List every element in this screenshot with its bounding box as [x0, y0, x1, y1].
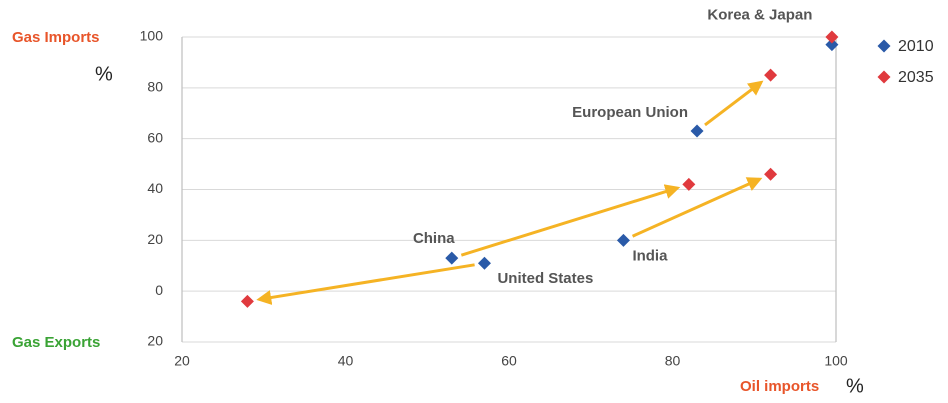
legend-marker	[877, 70, 891, 84]
y-label-bottom: Gas Exports	[12, 334, 100, 351]
x-tick-label: 80	[665, 353, 681, 369]
y-tick-label: 0	[155, 282, 163, 298]
legend-label: 2035	[898, 69, 934, 86]
y-unit: %	[95, 63, 113, 85]
point-label: United States	[497, 270, 593, 287]
y-tick-label: 80	[147, 79, 163, 95]
legend-label: 2010	[898, 38, 934, 55]
y-tick-label: 100	[140, 28, 164, 44]
point	[690, 124, 704, 138]
arrow	[704, 80, 764, 127]
arrow	[460, 184, 681, 257]
x-tick-label: 20	[174, 353, 190, 369]
point-label: European Union	[572, 104, 688, 121]
point	[682, 177, 696, 191]
x-tick-label: 40	[338, 353, 354, 369]
legend-marker	[877, 39, 891, 53]
point-label: Korea & Japan	[707, 7, 812, 24]
x-tick-label: 60	[501, 353, 517, 369]
point	[825, 38, 839, 52]
x-unit: %	[846, 375, 864, 397]
point	[445, 251, 459, 265]
arrow	[256, 263, 475, 305]
point-label: China	[413, 230, 455, 247]
x-tick-label: 100	[824, 353, 848, 369]
point-label: India	[632, 247, 668, 264]
point	[477, 256, 491, 270]
point	[616, 233, 630, 247]
x-label: Oil imports	[740, 378, 819, 395]
point	[825, 30, 839, 44]
y-label-top: Gas Imports	[12, 29, 100, 46]
y-tick-label: 20	[147, 231, 163, 247]
point	[764, 167, 778, 181]
arrow	[631, 177, 763, 238]
point	[764, 68, 778, 82]
y-tick-label: 60	[147, 129, 163, 145]
y-tick-label: 40	[147, 180, 163, 196]
y-tick-label: 20	[147, 333, 163, 349]
point	[240, 294, 254, 308]
